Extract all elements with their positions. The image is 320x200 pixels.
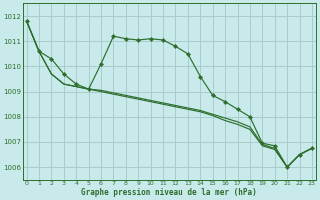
X-axis label: Graphe pression niveau de la mer (hPa): Graphe pression niveau de la mer (hPa): [81, 188, 257, 197]
